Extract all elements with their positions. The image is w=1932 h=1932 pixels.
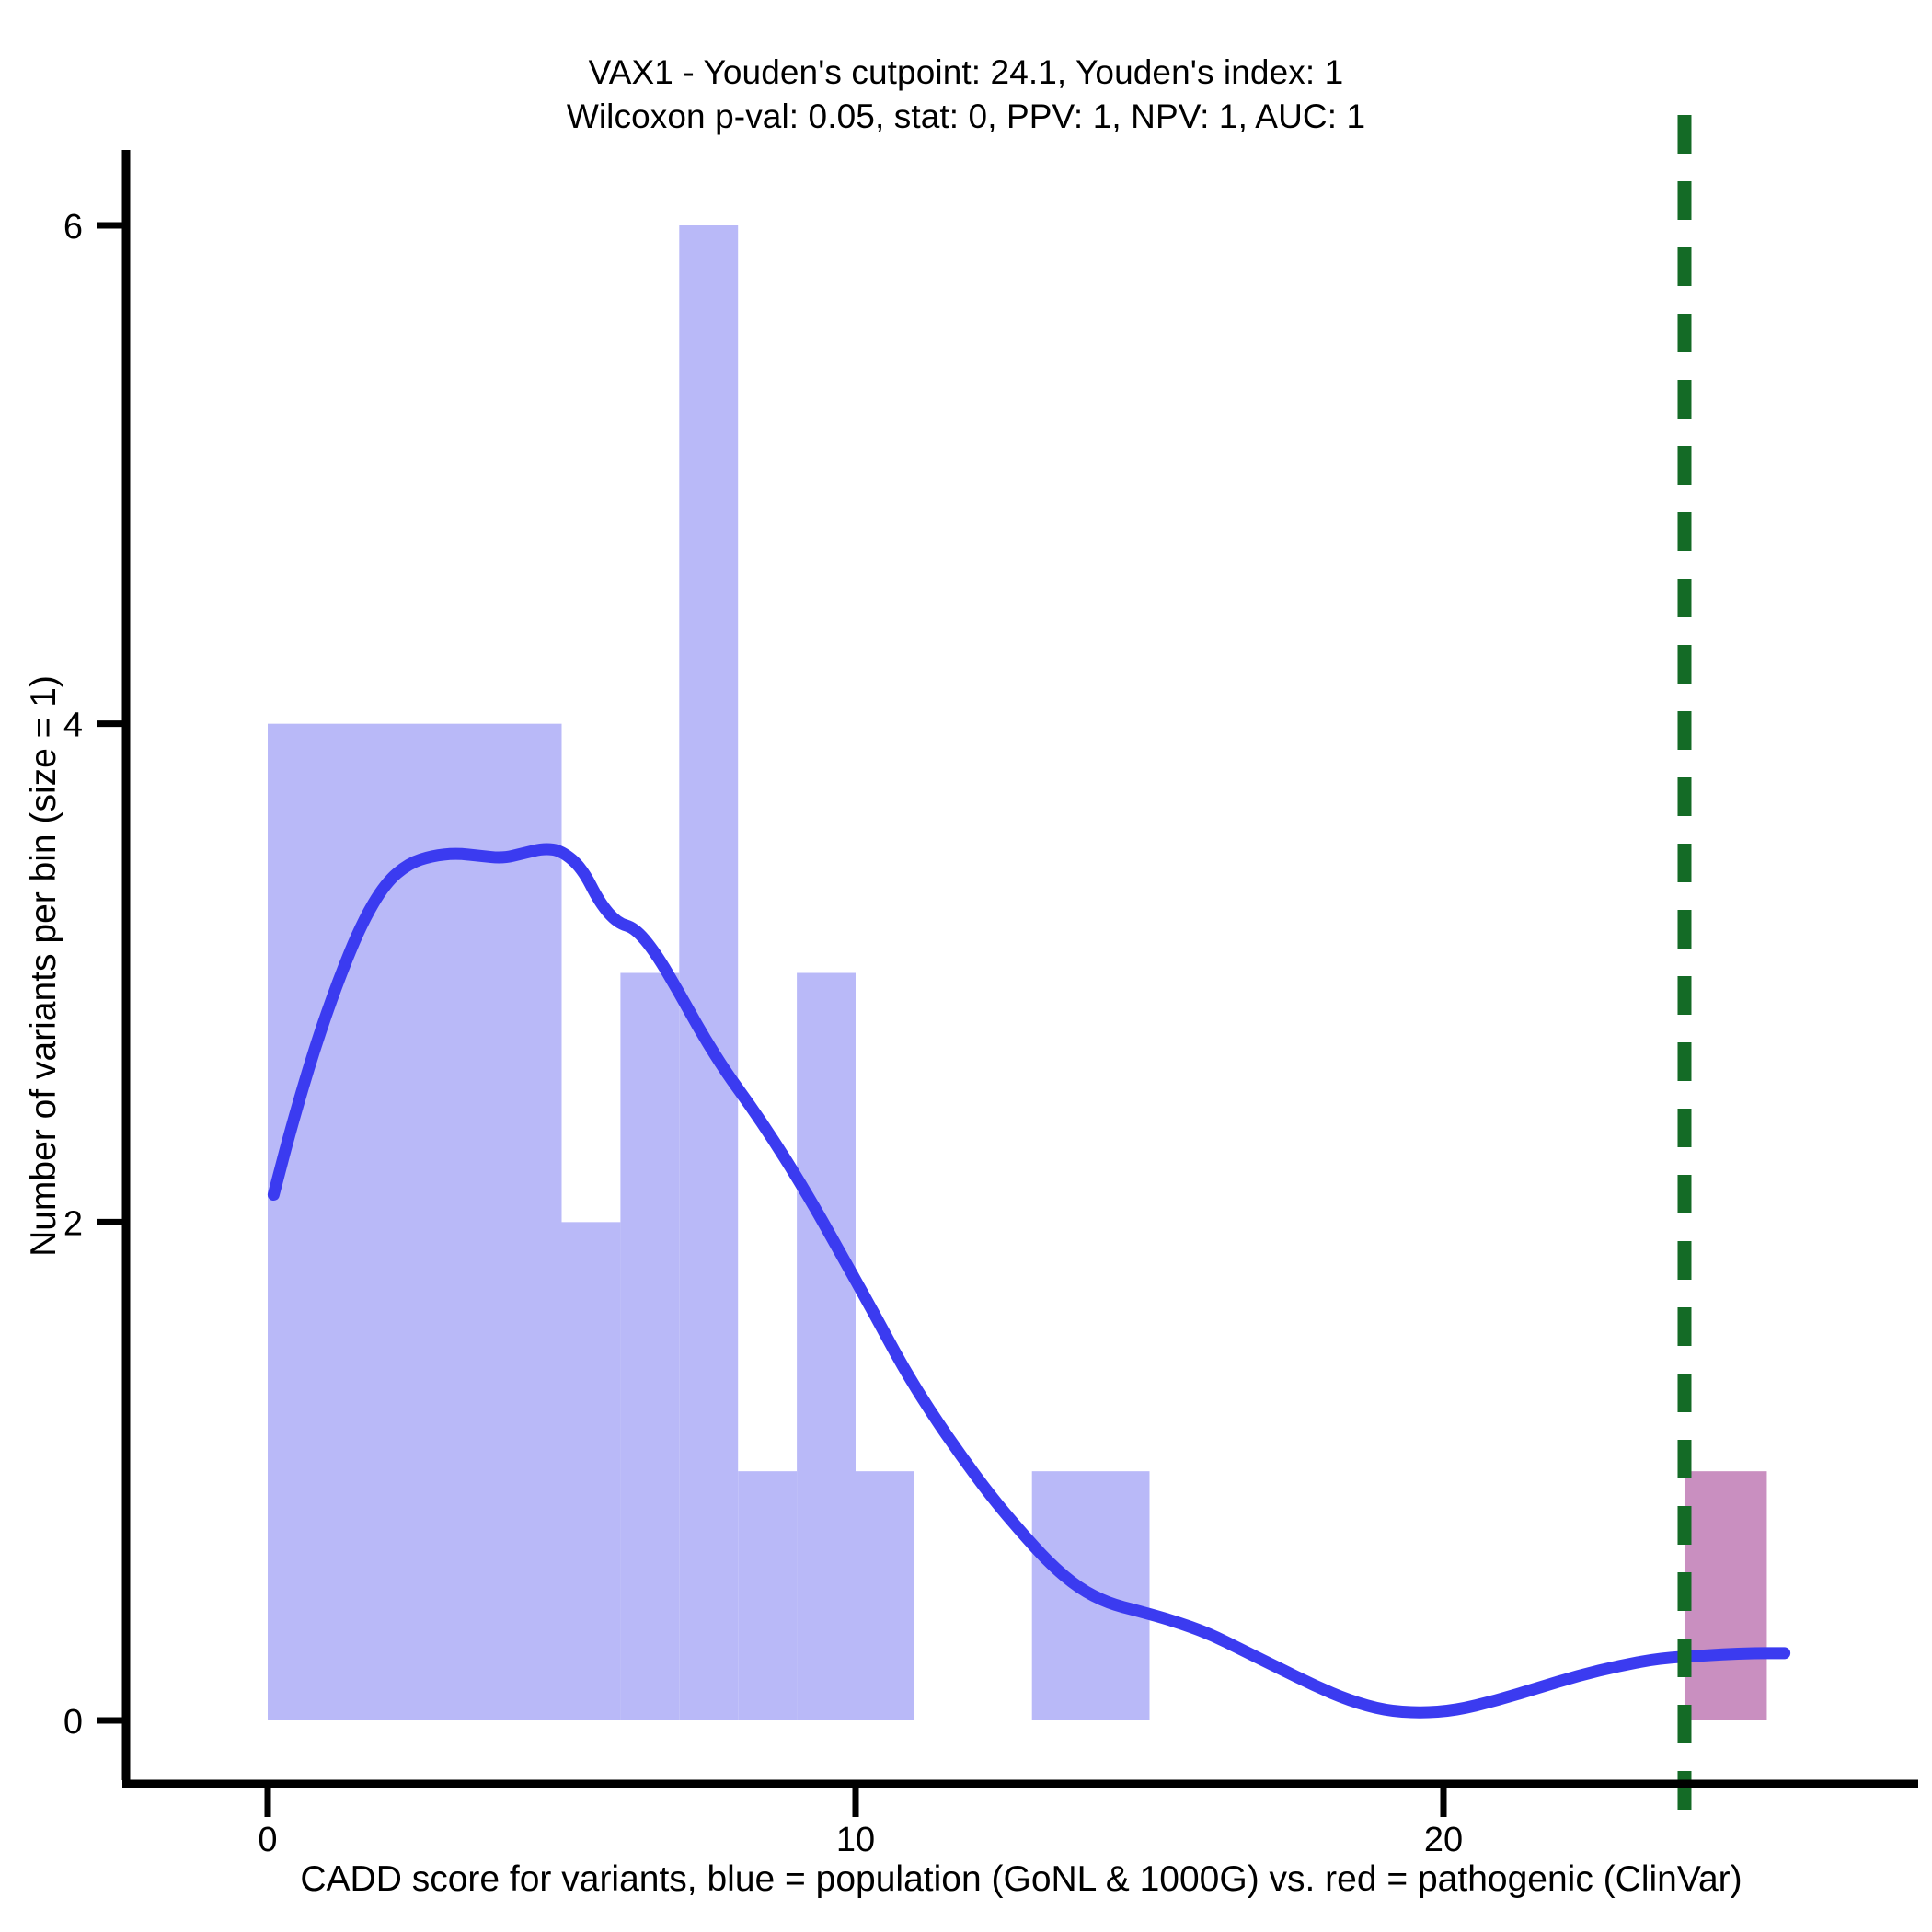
histogram-bar bbox=[1684, 1471, 1767, 1720]
histogram-bar bbox=[797, 972, 856, 1720]
histogram-bar bbox=[738, 1471, 798, 1720]
chart-title-line-2: Wilcoxon p-val: 0.05, stat: 0, PPV: 1, N… bbox=[566, 98, 1366, 136]
x-tick-label: 10 bbox=[836, 1821, 875, 1859]
histogram-bar bbox=[679, 225, 739, 1720]
x-tick-label: 20 bbox=[1424, 1821, 1463, 1859]
density-curve bbox=[267, 843, 1791, 1719]
histogram-bar bbox=[268, 723, 562, 1720]
x-axis-ticks: 0 10 20 bbox=[258, 1784, 1463, 1859]
y-tick-label: 0 bbox=[63, 1703, 83, 1742]
chart-title: VAX1 - Youden's cutpoint: 24.1, Youden's… bbox=[0, 51, 1932, 139]
pathogenic-bars-group bbox=[1684, 1471, 1767, 1720]
y-tick-label: 6 bbox=[63, 208, 83, 247]
x-axis-title: CADD score for variants, blue = populati… bbox=[300, 1859, 1742, 1899]
histogram-bar bbox=[561, 1222, 621, 1720]
y-tick-label: 2 bbox=[63, 1204, 83, 1243]
y-axis-ticks: 0 2 4 6 bbox=[63, 208, 126, 1742]
y-axis-title: Number of variants per bin (size = 1) bbox=[24, 675, 63, 1257]
histogram-bar bbox=[620, 972, 680, 1720]
histogram-bar bbox=[856, 1471, 914, 1720]
x-tick-label: 0 bbox=[258, 1821, 277, 1859]
chart-title-line-1: VAX1 - Youden's cutpoint: 24.1, Youden's… bbox=[588, 53, 1344, 91]
population-bars-group bbox=[268, 225, 1150, 1720]
y-tick-label: 4 bbox=[63, 707, 83, 745]
